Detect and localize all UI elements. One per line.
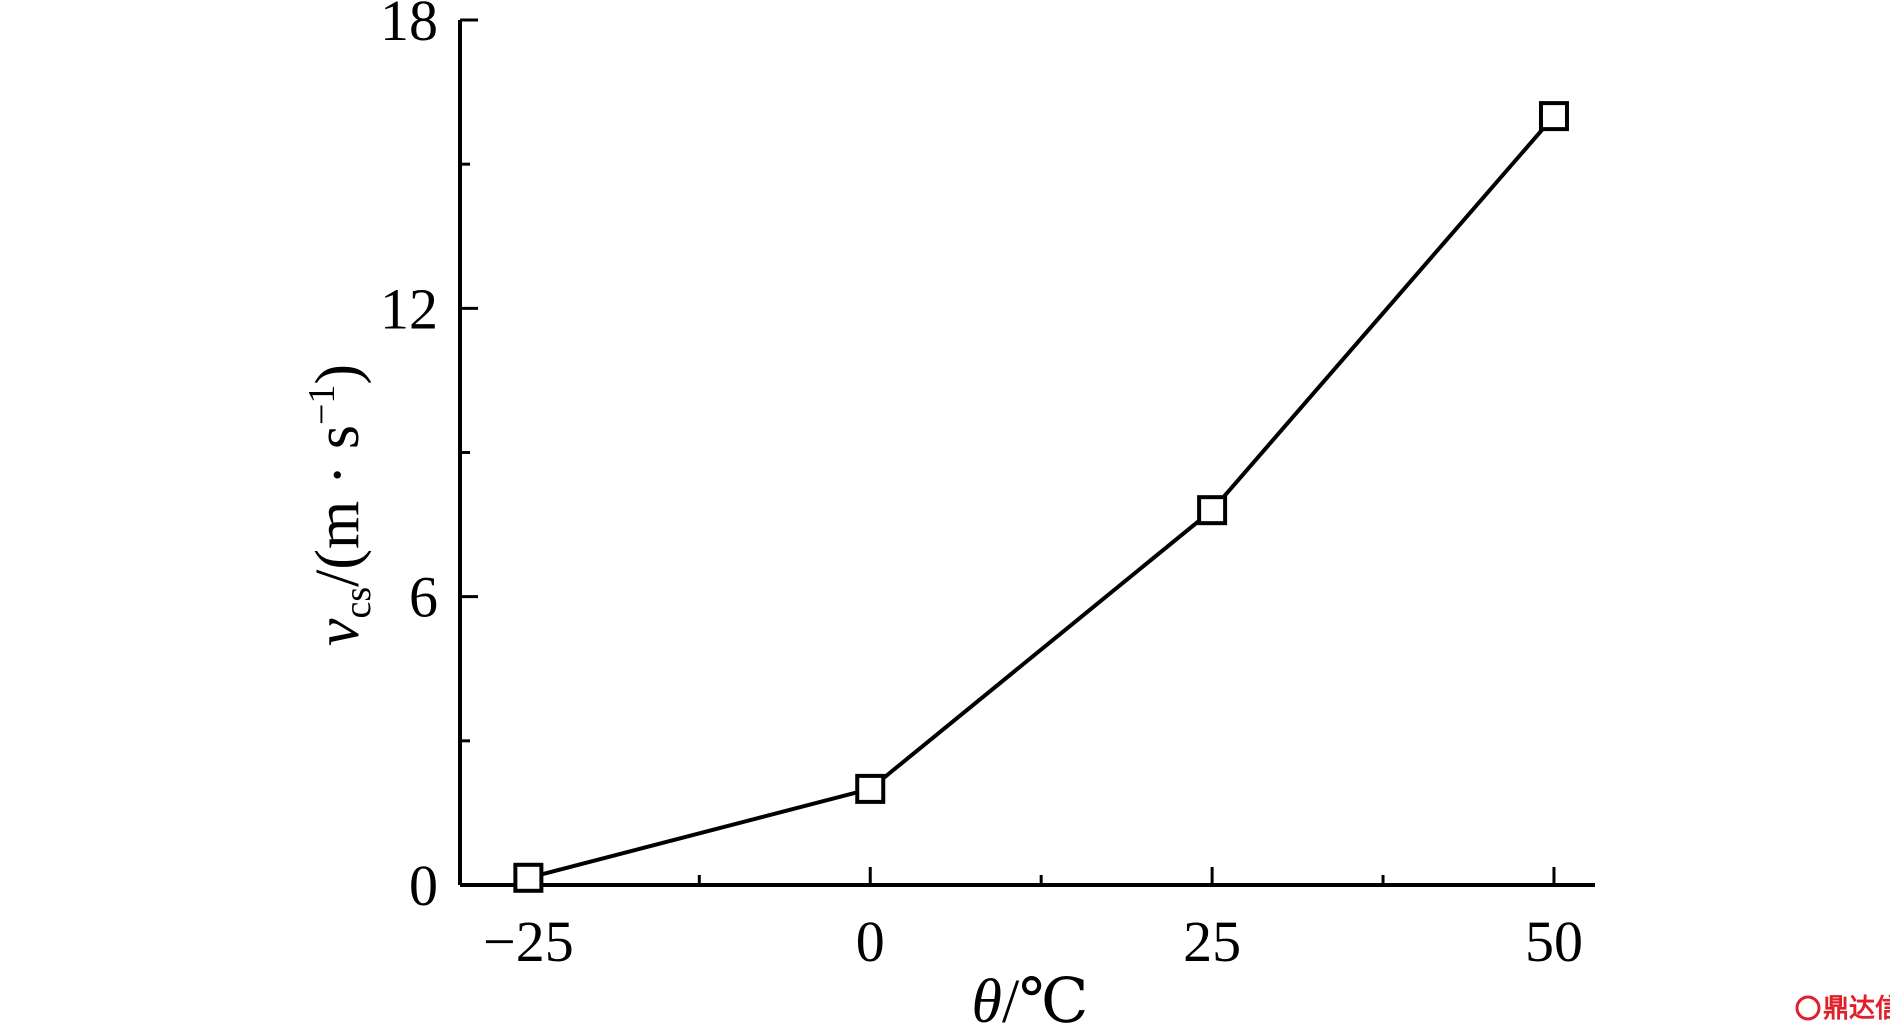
y-axis-subscript: cs xyxy=(337,587,379,619)
y-axis-title: vcs/(m · s−1) xyxy=(301,364,379,646)
y-tick-label: 18 xyxy=(380,0,438,53)
y-axis-superscript: −1 xyxy=(301,385,343,425)
axes xyxy=(458,20,1595,887)
x-tick-label: −25 xyxy=(483,909,574,974)
x-tick-label: 0 xyxy=(856,909,885,974)
series-layer xyxy=(513,101,1569,893)
y-tick-label: 0 xyxy=(409,853,438,918)
data-point-marker xyxy=(855,773,886,804)
x-axis-unit: /℃ xyxy=(1002,968,1089,1029)
data-point-marker xyxy=(1197,495,1228,526)
x-axis-title: θ/℃ xyxy=(971,968,1088,1029)
x-tick-label: 25 xyxy=(1183,909,1241,974)
x-axis-symbol: θ xyxy=(971,968,1001,1029)
watermark-text: 鼎达信 xyxy=(1823,994,1890,1024)
tick-labels: −25 0 25 50 0 6 12 18 xyxy=(380,0,1583,974)
y-tick-label: 6 xyxy=(409,565,438,630)
watermark: 鼎达信 xyxy=(1795,994,1890,1024)
y-axis-unit: /(m · s xyxy=(304,425,372,587)
ticks xyxy=(460,18,1556,887)
y-axis-symbol: v xyxy=(304,618,372,646)
y-tick-label: 12 xyxy=(380,276,438,341)
y-axis-close: ) xyxy=(304,364,372,385)
data-point-marker xyxy=(1538,101,1569,132)
watermark-logo-icon xyxy=(1795,995,1821,1021)
data-point-marker xyxy=(513,862,544,893)
series-line xyxy=(527,114,1556,880)
x-tick-label: 50 xyxy=(1525,909,1583,974)
